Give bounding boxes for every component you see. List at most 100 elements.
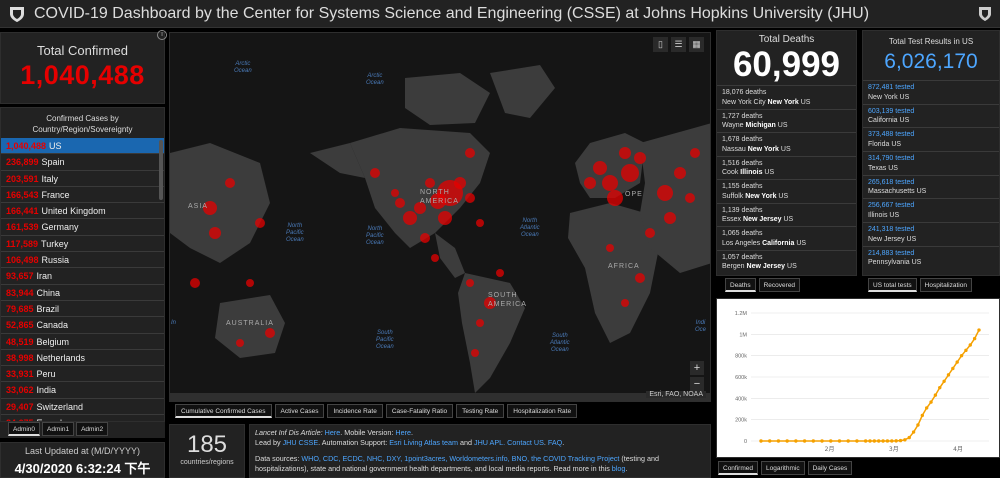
data-point[interactable] <box>977 328 981 332</box>
case-bubble[interactable] <box>420 233 430 243</box>
data-point[interactable] <box>924 406 929 410</box>
country-row[interactable]: 38,998 Netherlands <box>1 350 164 367</box>
jhu-apl-link[interactable]: JHU APL <box>473 437 504 447</box>
case-bubble[interactable] <box>403 211 417 225</box>
data-point[interactable] <box>955 360 959 364</box>
data-point[interactable] <box>933 393 938 397</box>
zoom-out-button[interactable]: − <box>690 377 704 391</box>
tab-admin2[interactable]: Admin2 <box>76 422 109 436</box>
data-sources-links[interactable]: WHO, CDC, ECDC, NHC, DXY, 1point3acres, … <box>301 454 620 463</box>
country-row[interactable]: 236,899 Spain <box>1 154 164 171</box>
data-point[interactable] <box>794 439 798 443</box>
country-row[interactable]: 79,685 Brazil <box>1 301 164 318</box>
case-bubble[interactable] <box>674 167 686 179</box>
tab-case-fatality[interactable]: Case-Fatality Ratio <box>385 404 454 418</box>
data-point[interactable] <box>877 439 881 443</box>
data-point[interactable] <box>938 385 942 390</box>
data-point[interactable] <box>811 439 816 443</box>
mobile-link[interactable]: Here <box>395 428 411 437</box>
case-bubble[interactable] <box>370 168 380 178</box>
case-bubble[interactable] <box>209 227 221 239</box>
data-point[interactable] <box>759 439 763 443</box>
tab-cumulative-confirmed[interactable]: Cumulative Confirmed Cases <box>175 404 272 418</box>
bookmark-icon[interactable]: ▯ <box>653 37 668 52</box>
country-row[interactable]: 93,657 Iran <box>1 268 164 285</box>
country-row[interactable]: 161,539 Germany <box>1 219 164 236</box>
test-row[interactable]: 214,883 tested Pennsylvania US <box>863 245 999 270</box>
data-point[interactable] <box>964 348 968 353</box>
data-point[interactable] <box>837 439 842 443</box>
test-row[interactable]: 241,318 tested New Jersey US <box>863 222 999 246</box>
country-row[interactable]: 166,441 United Kingdom <box>1 203 164 220</box>
death-row[interactable]: 1,065 deaths Los Angeles California US <box>717 226 856 250</box>
death-row[interactable]: 1,516 deaths Cook Illinois US <box>717 155 856 180</box>
country-row[interactable]: 24,675Ecuador <box>1 415 164 421</box>
case-bubble[interactable] <box>690 148 700 158</box>
tab-incidence-rate[interactable]: Incidence Rate <box>327 404 383 418</box>
case-bubble[interactable] <box>395 198 405 208</box>
country-row[interactable]: 48,519 Belgium <box>1 334 164 350</box>
cases-line-chart[interactable]: 0 200k 400k 600k 800k 1M 1.2M 2月 3月 4月 <box>717 299 1000 459</box>
death-row[interactable]: 1,057 deaths Bergen New Jersey US <box>717 249 856 274</box>
case-bubbles[interactable] <box>190 147 700 357</box>
data-point[interactable] <box>802 439 807 443</box>
case-bubble[interactable] <box>255 218 265 228</box>
data-point[interactable] <box>951 366 955 371</box>
data-point[interactable] <box>776 439 781 443</box>
country-list-scrollbar[interactable] <box>159 140 163 200</box>
case-bubble[interactable] <box>265 328 275 338</box>
case-bubble[interactable] <box>454 177 466 189</box>
case-bubble[interactable] <box>476 219 484 227</box>
case-bubble[interactable] <box>602 175 618 191</box>
data-point[interactable] <box>968 343 972 347</box>
tab-us-total-tests[interactable]: US total tests <box>868 278 917 292</box>
zoom-in-button[interactable]: + <box>690 361 704 375</box>
case-bubble[interactable] <box>425 178 435 188</box>
tab-hospitalization-rate[interactable]: Hospitalization Rate <box>507 404 578 418</box>
tab-deaths[interactable]: Deaths <box>725 278 756 292</box>
data-point[interactable] <box>920 413 925 418</box>
data-point[interactable] <box>898 438 903 443</box>
case-bubble[interactable] <box>593 161 607 175</box>
data-point[interactable] <box>916 423 920 427</box>
data-point[interactable] <box>942 379 946 383</box>
data-point[interactable] <box>785 439 789 443</box>
case-bubble[interactable] <box>414 202 426 214</box>
tab-admin0[interactable]: Admin0 <box>8 422 41 436</box>
tab-logarithmic[interactable]: Logarithmic <box>760 461 805 475</box>
contact-link[interactable]: . Contact US <box>503 437 544 447</box>
case-bubble[interactable] <box>431 254 439 262</box>
tab-daily-cases[interactable]: Daily Cases <box>807 461 853 475</box>
data-point[interactable] <box>894 439 898 443</box>
data-point[interactable] <box>855 439 859 443</box>
blog-link[interactable]: blog <box>611 463 626 473</box>
case-bubble[interactable] <box>466 279 474 287</box>
case-bubble[interactable] <box>584 177 596 189</box>
test-row[interactable]: 314,790 tested Texas US <box>863 151 999 175</box>
case-bubble[interactable] <box>634 152 646 164</box>
tab-confirmed[interactable]: Confirmed <box>718 461 758 475</box>
data-point[interactable] <box>768 439 772 443</box>
data-point[interactable] <box>846 439 850 443</box>
tab-recovered[interactable]: Recovered <box>758 278 801 292</box>
case-bubble[interactable] <box>438 211 452 225</box>
death-row[interactable]: 18,076 deaths New York City New York US <box>717 85 856 109</box>
case-bubble[interactable] <box>391 189 399 197</box>
tab-hospitalization[interactable]: Hospitalization <box>919 278 972 292</box>
tab-active-cases[interactable]: Active Cases <box>274 404 325 418</box>
case-bubble[interactable] <box>465 193 475 203</box>
test-row[interactable]: 265,618 tested Massachusetts US <box>863 174 999 199</box>
case-bubble[interactable] <box>203 201 217 215</box>
country-row[interactable]: 83,944 China <box>1 285 164 301</box>
case-bubble[interactable] <box>225 178 235 188</box>
tab-admin1[interactable]: Admin1 <box>42 422 75 436</box>
faq-link[interactable]: FAQ <box>547 437 563 447</box>
data-point[interactable] <box>903 438 907 442</box>
case-bubble[interactable] <box>607 190 623 206</box>
country-row[interactable]: 166,543 France <box>1 187 164 204</box>
case-bubble[interactable] <box>496 269 504 277</box>
case-bubble[interactable] <box>657 185 673 201</box>
data-point[interactable] <box>885 439 890 443</box>
case-bubble[interactable] <box>621 164 639 182</box>
case-bubble[interactable] <box>645 228 655 238</box>
